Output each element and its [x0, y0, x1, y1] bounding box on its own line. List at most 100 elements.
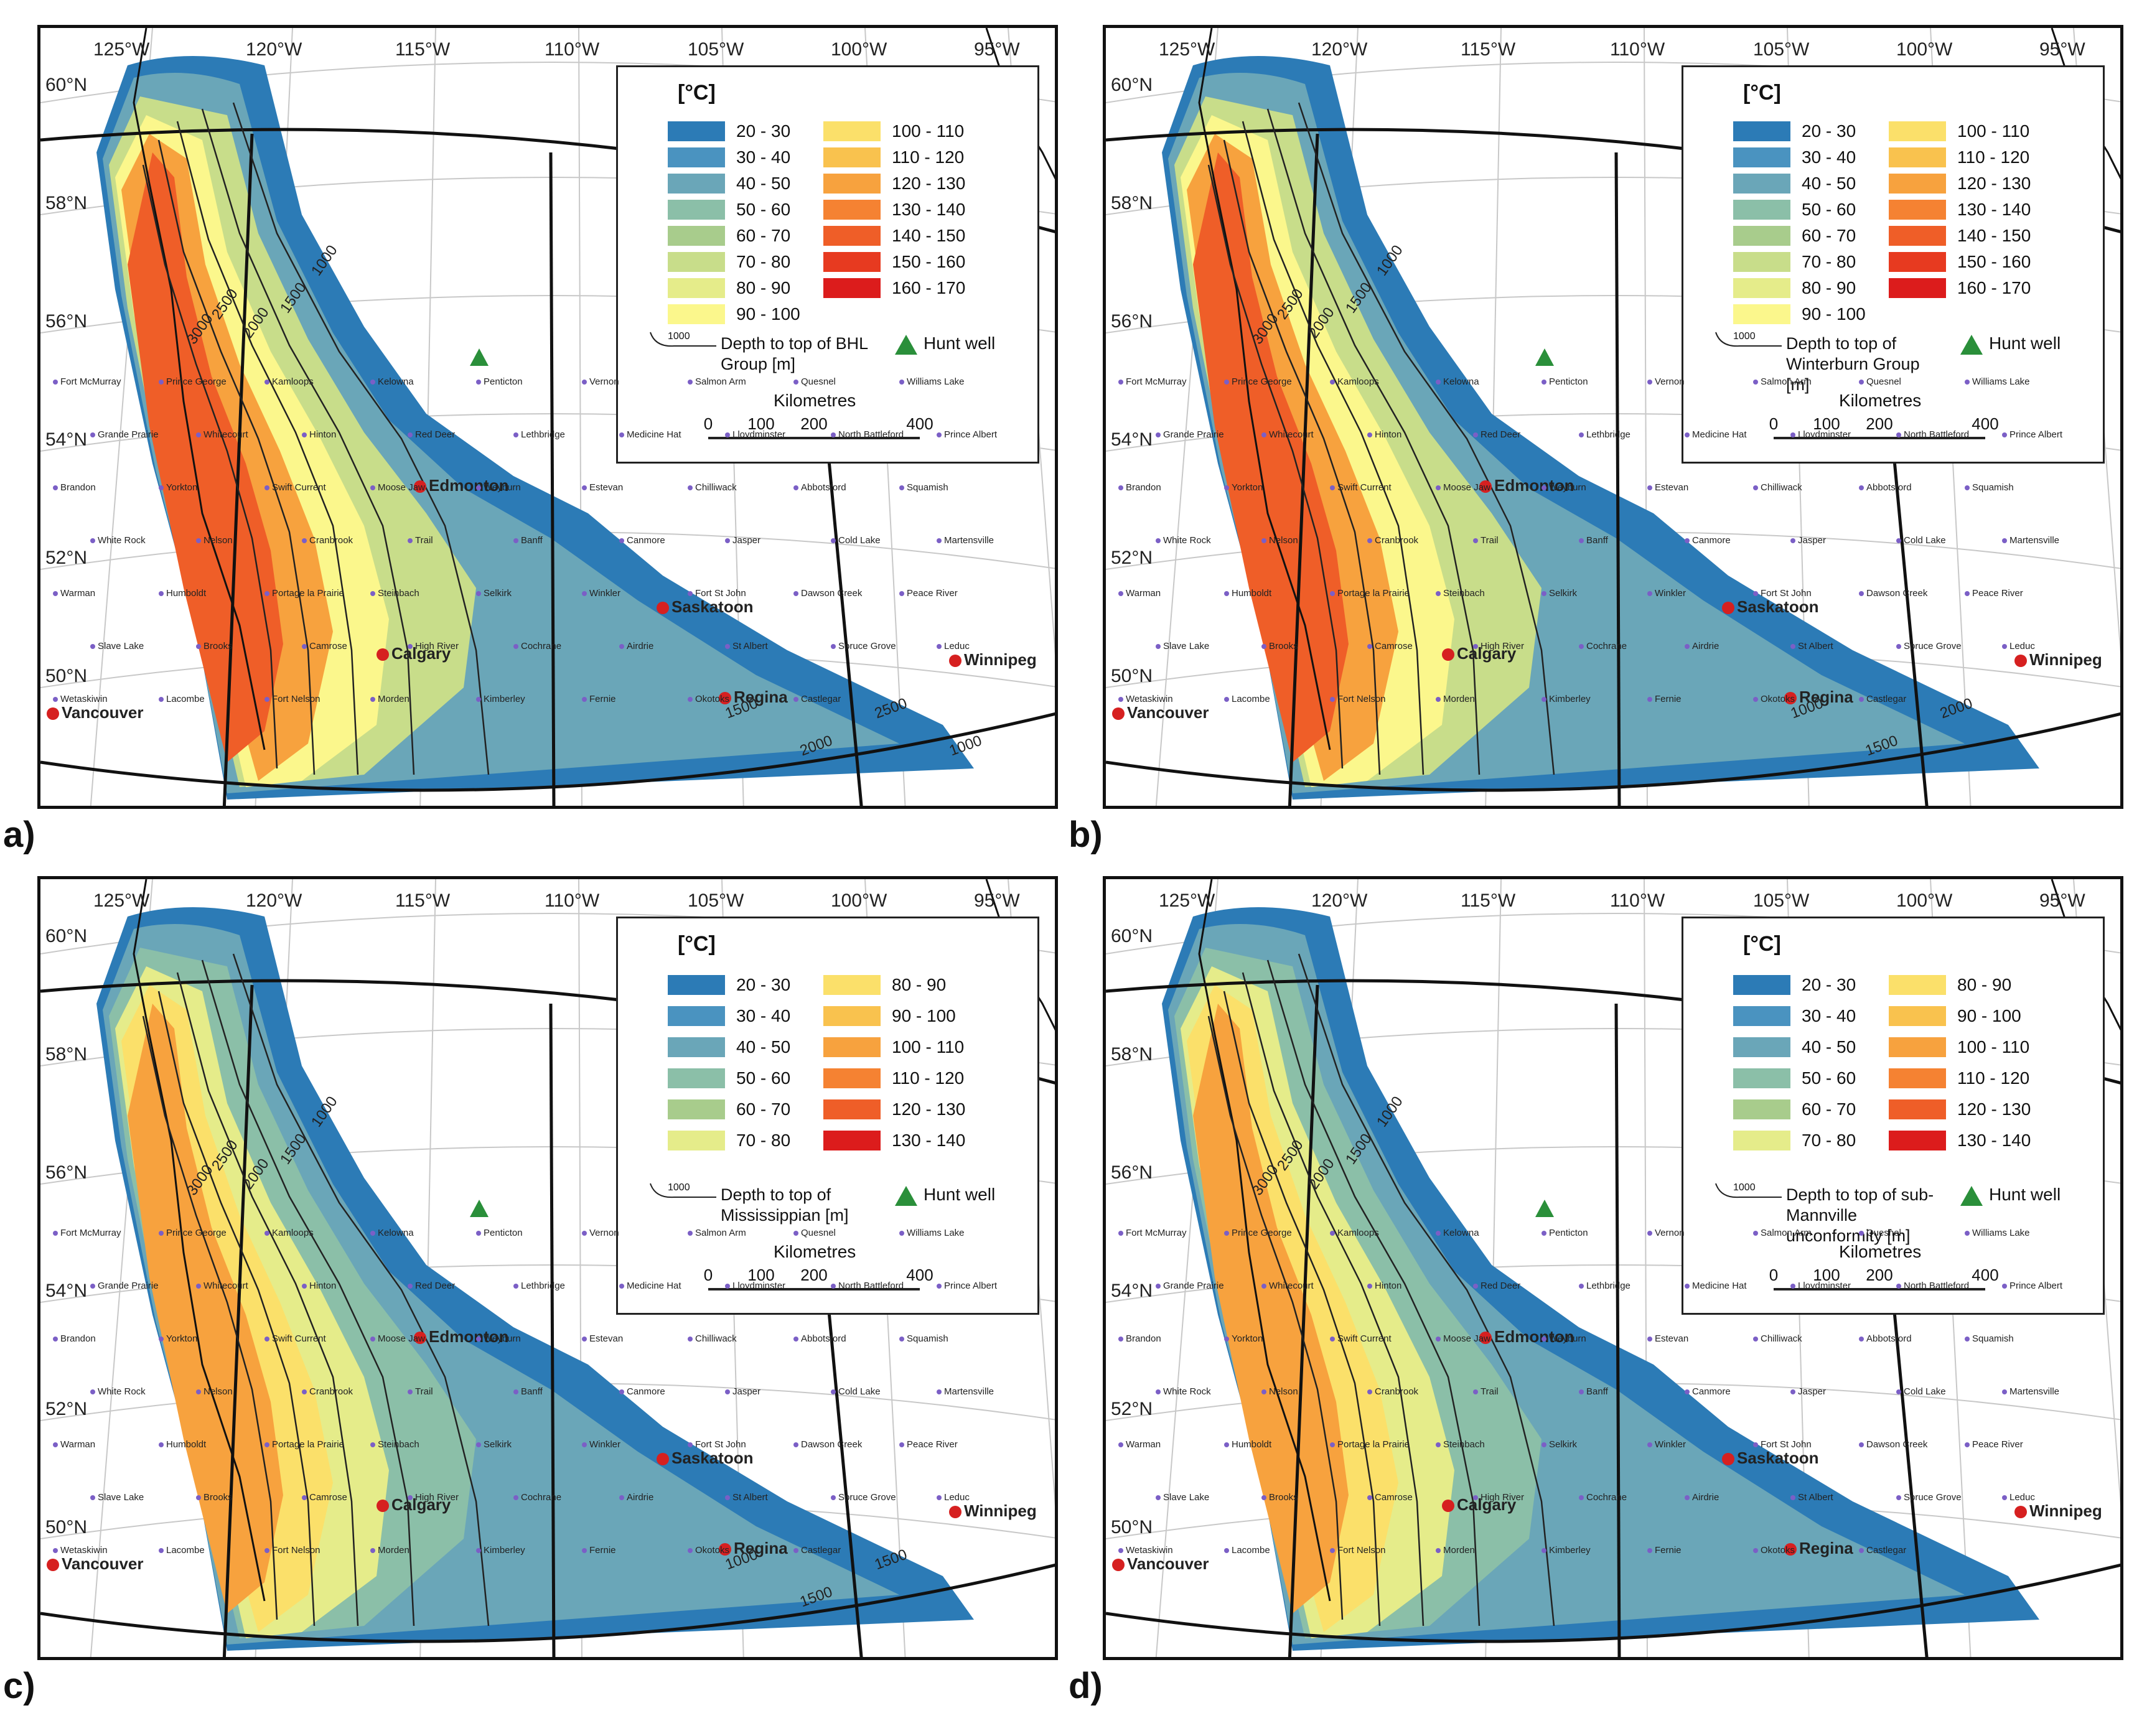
legend-item: 50 - 60 [668, 1063, 790, 1094]
legend-range: 70 - 80 [1802, 252, 1856, 271]
town-dot-icon [1965, 591, 1970, 597]
legend-item: 120 - 130 [823, 1094, 965, 1125]
town-label: Grande Prairie [90, 1281, 159, 1291]
town-dot-icon [370, 380, 375, 385]
town-dot-icon [513, 432, 518, 438]
legend: [°C] 20 - 30 30 - 40 40 - 50 50 - 60 60 - 70… [616, 917, 1039, 1315]
town-dot-icon [53, 380, 58, 385]
city-dot-icon [1112, 1559, 1125, 1572]
town-label: Portage la Prairie [264, 1439, 344, 1450]
legend-swatch [668, 200, 725, 220]
town-dot-icon [1436, 1442, 1441, 1448]
legend-range: 80 - 90 [892, 975, 947, 994]
town-dot-icon [793, 1337, 798, 1342]
town-label: Leduc [2002, 1492, 2035, 1503]
legend-item: 110 - 120 [823, 1063, 965, 1094]
town-dot-icon [1579, 432, 1584, 438]
legend-range: 130 - 140 [892, 1131, 966, 1150]
legend-swatch [1733, 975, 1790, 995]
town-dot-icon [1965, 485, 1970, 491]
town-label: Lloydminster [1790, 1281, 1851, 1291]
town-label: High River [1473, 641, 1524, 651]
city-label: Saskatoon [657, 1449, 754, 1468]
scale-tick: 200 [800, 1266, 828, 1284]
town-dot-icon [1790, 1389, 1795, 1395]
town-label: Swift Current [264, 1333, 326, 1344]
temperature-band [1193, 152, 1349, 762]
town-label: Kimberley [1541, 1545, 1591, 1556]
contour-line [142, 1015, 278, 1620]
town-label: Swift Current [264, 482, 326, 493]
legend-range: 70 - 80 [1802, 1131, 1856, 1150]
legend-item: 110 - 120 [823, 144, 965, 170]
contour-line [1207, 164, 1344, 769]
town-dot-icon [1118, 380, 1123, 385]
depth-contour-label: Depth to top of Winterburn Group [m] [1786, 334, 1920, 394]
depth-contour-label: Depth to top of sub-Mannville unconformi… [1786, 1185, 1934, 1245]
town-dot-icon [1753, 1231, 1758, 1236]
legend-swatch [668, 1099, 725, 1119]
panel-label: b) [1069, 814, 1103, 855]
city-label: Saskatoon [657, 597, 754, 617]
longitude-label: 105°W [688, 890, 744, 911]
town-dot-icon [1790, 1284, 1795, 1289]
town-label: Spruce Grove [1896, 641, 1962, 651]
town-dot-icon [899, 1231, 904, 1236]
legend-range: 130 - 140 [892, 200, 966, 219]
scale-tick: 0 [703, 414, 713, 433]
legend-swatch [668, 121, 725, 141]
town-dot-icon [793, 1442, 798, 1448]
town-dot-icon [476, 1548, 481, 1554]
town-dot-icon [2002, 644, 2007, 650]
town-label: Kelowna [1436, 1228, 1479, 1238]
town-label: Abbotsford [793, 1333, 846, 1344]
legend-range: 150 - 160 [892, 252, 966, 271]
legend-swatch [1733, 174, 1790, 194]
legend-swatch [1733, 1037, 1790, 1057]
town-dot-icon [1330, 1548, 1335, 1554]
town-label: Brandon [53, 1333, 96, 1344]
town-dot-icon [1367, 538, 1372, 544]
legend-swatch [823, 174, 881, 194]
town-dot-icon [1224, 485, 1229, 491]
town-dot-icon [408, 1495, 413, 1501]
depth-contour-key: 1000 Depth to top of Mississippian [m] [649, 1180, 873, 1230]
town-dot-icon [1896, 1389, 1901, 1395]
city-dot-icon [47, 1559, 59, 1572]
latitude-label: 60°N [1111, 75, 1153, 95]
legend-item: 20 - 30 [668, 969, 790, 1001]
town-dot-icon [793, 1548, 798, 1554]
contour-sample-icon [1715, 1183, 1782, 1198]
town-label: White Rock [90, 1386, 146, 1397]
contour-line [1207, 1015, 1344, 1620]
scale-title: Kilometres [774, 391, 856, 410]
legend-range: 30 - 40 [1802, 147, 1856, 167]
town-dot-icon [1541, 697, 1546, 702]
scale-tick: 0 [703, 1266, 713, 1284]
town-label: Warman [1118, 1439, 1161, 1450]
town-dot-icon [264, 1442, 269, 1448]
longitude-label: 115°W [395, 890, 451, 911]
town-dot-icon [159, 1442, 164, 1448]
town-label: Selkirk [476, 588, 512, 599]
legend-item: 70 - 80 [668, 1125, 790, 1156]
town-dot-icon [725, 538, 730, 544]
town-dot-icon [582, 380, 587, 385]
town-dot-icon [90, 432, 95, 438]
town-label: St Albert [725, 1492, 768, 1503]
town-dot-icon [937, 432, 942, 438]
town-label: St Albert [725, 641, 768, 651]
town-dot-icon [619, 1389, 624, 1395]
town-label: Red Deer [408, 1281, 455, 1291]
town-dot-icon [476, 380, 481, 385]
town-dot-icon [408, 644, 413, 650]
town-label: Estevan [1647, 482, 1688, 493]
legend-swatch [1889, 1006, 1946, 1026]
town-label: Banff [513, 1386, 543, 1397]
town-dot-icon [1896, 644, 1901, 650]
legend-range: 110 - 120 [1957, 147, 2030, 167]
town-label: Salmon Arm [688, 1228, 746, 1238]
town-dot-icon [370, 1548, 375, 1554]
legend-range: 160 - 170 [1957, 278, 2031, 297]
town-label: Martensville [2002, 1386, 2059, 1397]
